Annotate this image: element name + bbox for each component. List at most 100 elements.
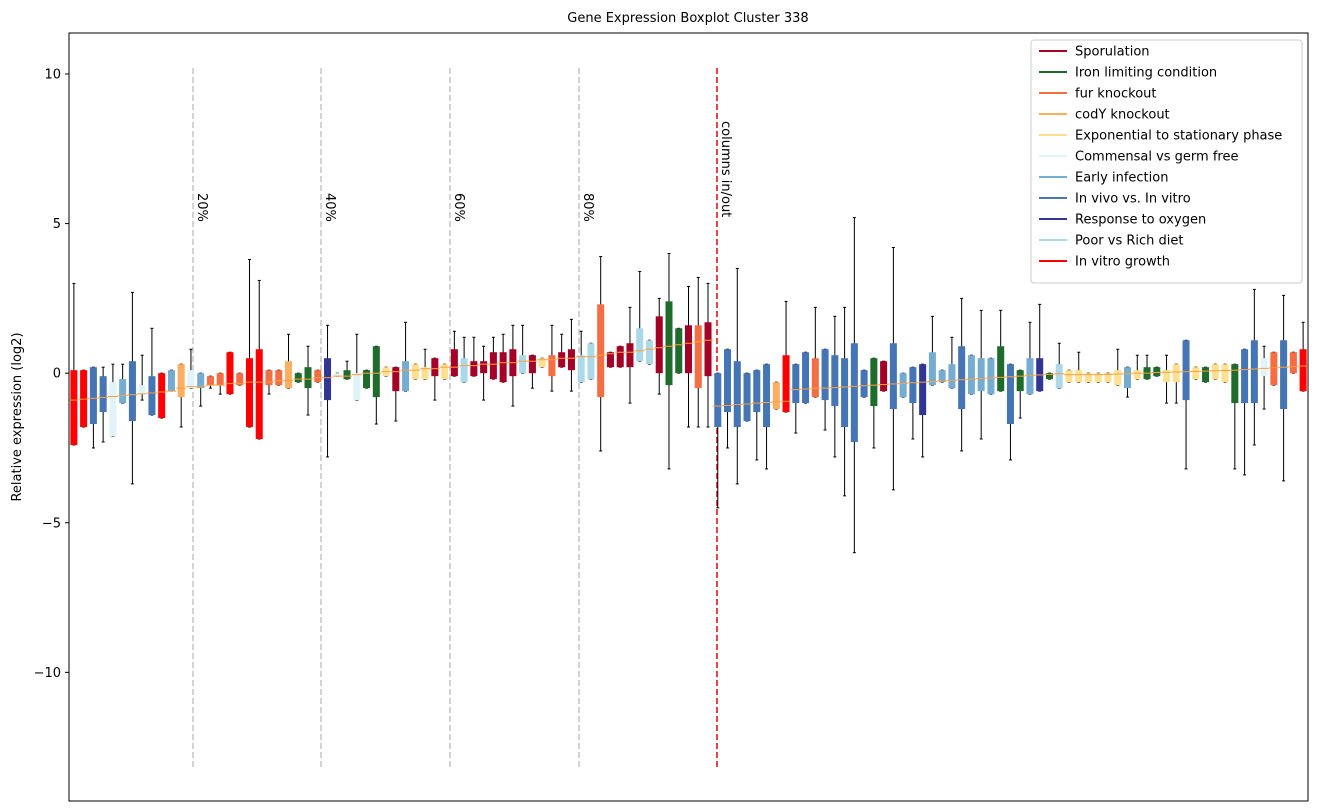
- box: [987, 358, 995, 395]
- legend-label: codY knockout: [1075, 108, 1170, 123]
- box: [802, 352, 810, 404]
- box: [636, 328, 644, 362]
- box: [1289, 352, 1297, 374]
- box: [1124, 367, 1132, 389]
- box: [792, 364, 800, 404]
- box: [411, 364, 419, 380]
- box: [841, 358, 849, 428]
- box: [1260, 358, 1268, 377]
- box: [1241, 349, 1249, 404]
- box: [1163, 370, 1171, 383]
- box: [109, 382, 117, 436]
- box: [421, 367, 429, 380]
- box: [753, 370, 761, 413]
- box: [1221, 364, 1229, 383]
- box: [831, 355, 839, 407]
- box: [284, 361, 293, 389]
- box: [850, 343, 858, 442]
- box: [1094, 373, 1102, 383]
- box: [938, 370, 946, 383]
- legend-label: Commensal vs germ free: [1075, 150, 1238, 165]
- box: [70, 370, 78, 445]
- reference-label: 80%: [580, 193, 595, 222]
- box: [645, 340, 653, 365]
- box: [333, 373, 341, 377]
- box: [324, 358, 332, 401]
- box: [372, 346, 380, 398]
- box: [743, 373, 751, 422]
- box: [304, 367, 312, 389]
- y-tick-label: 5: [53, 217, 61, 232]
- box: [948, 364, 956, 389]
- box: [665, 301, 673, 386]
- plot-frame: [68, 32, 1309, 802]
- box: [967, 355, 975, 395]
- reference-label: 40%: [322, 193, 337, 222]
- box: [148, 376, 156, 416]
- box: [499, 352, 507, 383]
- box: [128, 361, 136, 422]
- box: [763, 364, 771, 428]
- box: [655, 316, 663, 374]
- box: [216, 373, 224, 386]
- box: [402, 361, 410, 392]
- box: [919, 364, 927, 416]
- box: [684, 325, 693, 374]
- box: [1016, 370, 1024, 392]
- box: [470, 361, 478, 377]
- box: [626, 343, 634, 368]
- box: [1084, 373, 1093, 383]
- box: [977, 358, 985, 392]
- legend-label: Sporulation: [1075, 45, 1150, 60]
- box: [567, 349, 575, 371]
- box: [80, 370, 88, 428]
- box: [431, 358, 439, 377]
- box: [909, 367, 917, 404]
- box: [694, 325, 702, 389]
- box: [489, 352, 497, 380]
- y-tick-label: −10: [34, 666, 61, 681]
- box: [1202, 367, 1210, 383]
- legend-label: In vitro growth: [1075, 255, 1170, 270]
- box: [675, 328, 683, 374]
- box: [363, 370, 371, 389]
- box: [880, 361, 888, 392]
- box: [294, 373, 302, 383]
- box: [1133, 370, 1141, 380]
- box: [1026, 358, 1034, 395]
- box: [1182, 340, 1190, 401]
- legend-label: In vivo vs. In vitro: [1075, 192, 1191, 207]
- box: [314, 370, 322, 383]
- box: [1250, 340, 1258, 404]
- y-axis-label: Relative expression (log2): [10, 332, 25, 501]
- box: [704, 322, 712, 377]
- chart-title: Gene Expression Boxplot Cluster 338: [567, 11, 808, 26]
- box: [519, 355, 527, 374]
- box: [1075, 370, 1083, 383]
- box: [197, 373, 205, 389]
- box: [187, 370, 195, 389]
- legend-frame: [1030, 39, 1303, 284]
- box: [236, 373, 244, 386]
- box: [1153, 367, 1161, 377]
- box: [616, 346, 624, 368]
- legend-label: Response to oxygen: [1075, 213, 1206, 228]
- box: [597, 304, 605, 398]
- box: [733, 361, 741, 428]
- box: [255, 349, 263, 439]
- reference-label: 60%: [451, 193, 466, 222]
- box: [441, 364, 449, 380]
- box: [1006, 364, 1014, 425]
- box: [528, 355, 536, 374]
- box: [1045, 373, 1053, 380]
- y-tick-label: 0: [53, 367, 61, 382]
- box: [889, 343, 897, 410]
- box: [343, 370, 351, 380]
- legend-label: Early infection: [1075, 171, 1168, 186]
- box: [548, 355, 556, 377]
- legend-label: Iron limiting condition: [1075, 66, 1217, 81]
- box: [860, 370, 868, 398]
- box: [577, 355, 585, 383]
- box: [606, 352, 614, 368]
